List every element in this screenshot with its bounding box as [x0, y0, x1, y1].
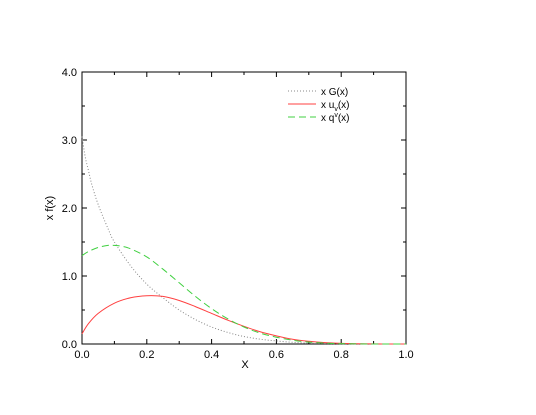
legend-label-2: x uv(x): [321, 100, 350, 113]
legend-label-3: x qv(x): [321, 112, 350, 124]
y-tick-label: 2.0: [62, 203, 77, 215]
legend: x G(x)x uv(x)x qv(x): [288, 87, 350, 124]
plot-frame: [81, 71, 407, 345]
legend-label-main: x G(x): [321, 87, 348, 98]
x-tick-label: 0.2: [139, 349, 154, 361]
series-layer: [81, 136, 407, 345]
series-line-3: [81, 244, 406, 345]
legend-label-1: x G(x): [321, 87, 348, 98]
legend-label-tail: (x): [338, 113, 350, 124]
legend-label-main: x u: [321, 100, 334, 111]
x-tick-label: 0.0: [74, 349, 89, 361]
y-tick-label: 0.0: [62, 339, 77, 351]
y-tick-label: 3.0: [62, 135, 77, 147]
x-tick-label: 0.4: [204, 349, 219, 361]
legend-label-subscript: v: [334, 106, 338, 113]
x-tick-label: 0.6: [269, 349, 284, 361]
y-tick-label: 4.0: [62, 67, 77, 79]
legend-label-tail: (x): [338, 100, 350, 111]
x-axis-label: X: [241, 359, 249, 371]
legend-label-superscript: v: [334, 112, 338, 119]
y-axis-label: x f(x): [44, 196, 56, 220]
series-line-1: [81, 136, 406, 345]
axes: 0.0 0.2 0.4 0.6 0.8 1.0 0.0 1.0 2.0 3.0 4.0: [62, 67, 414, 361]
y-tick-label: 1.0: [62, 271, 77, 283]
x-tick-label: 1.0: [398, 349, 413, 361]
legend-label-main: x q: [321, 113, 334, 124]
x-tick-label: 0.8: [334, 349, 349, 361]
